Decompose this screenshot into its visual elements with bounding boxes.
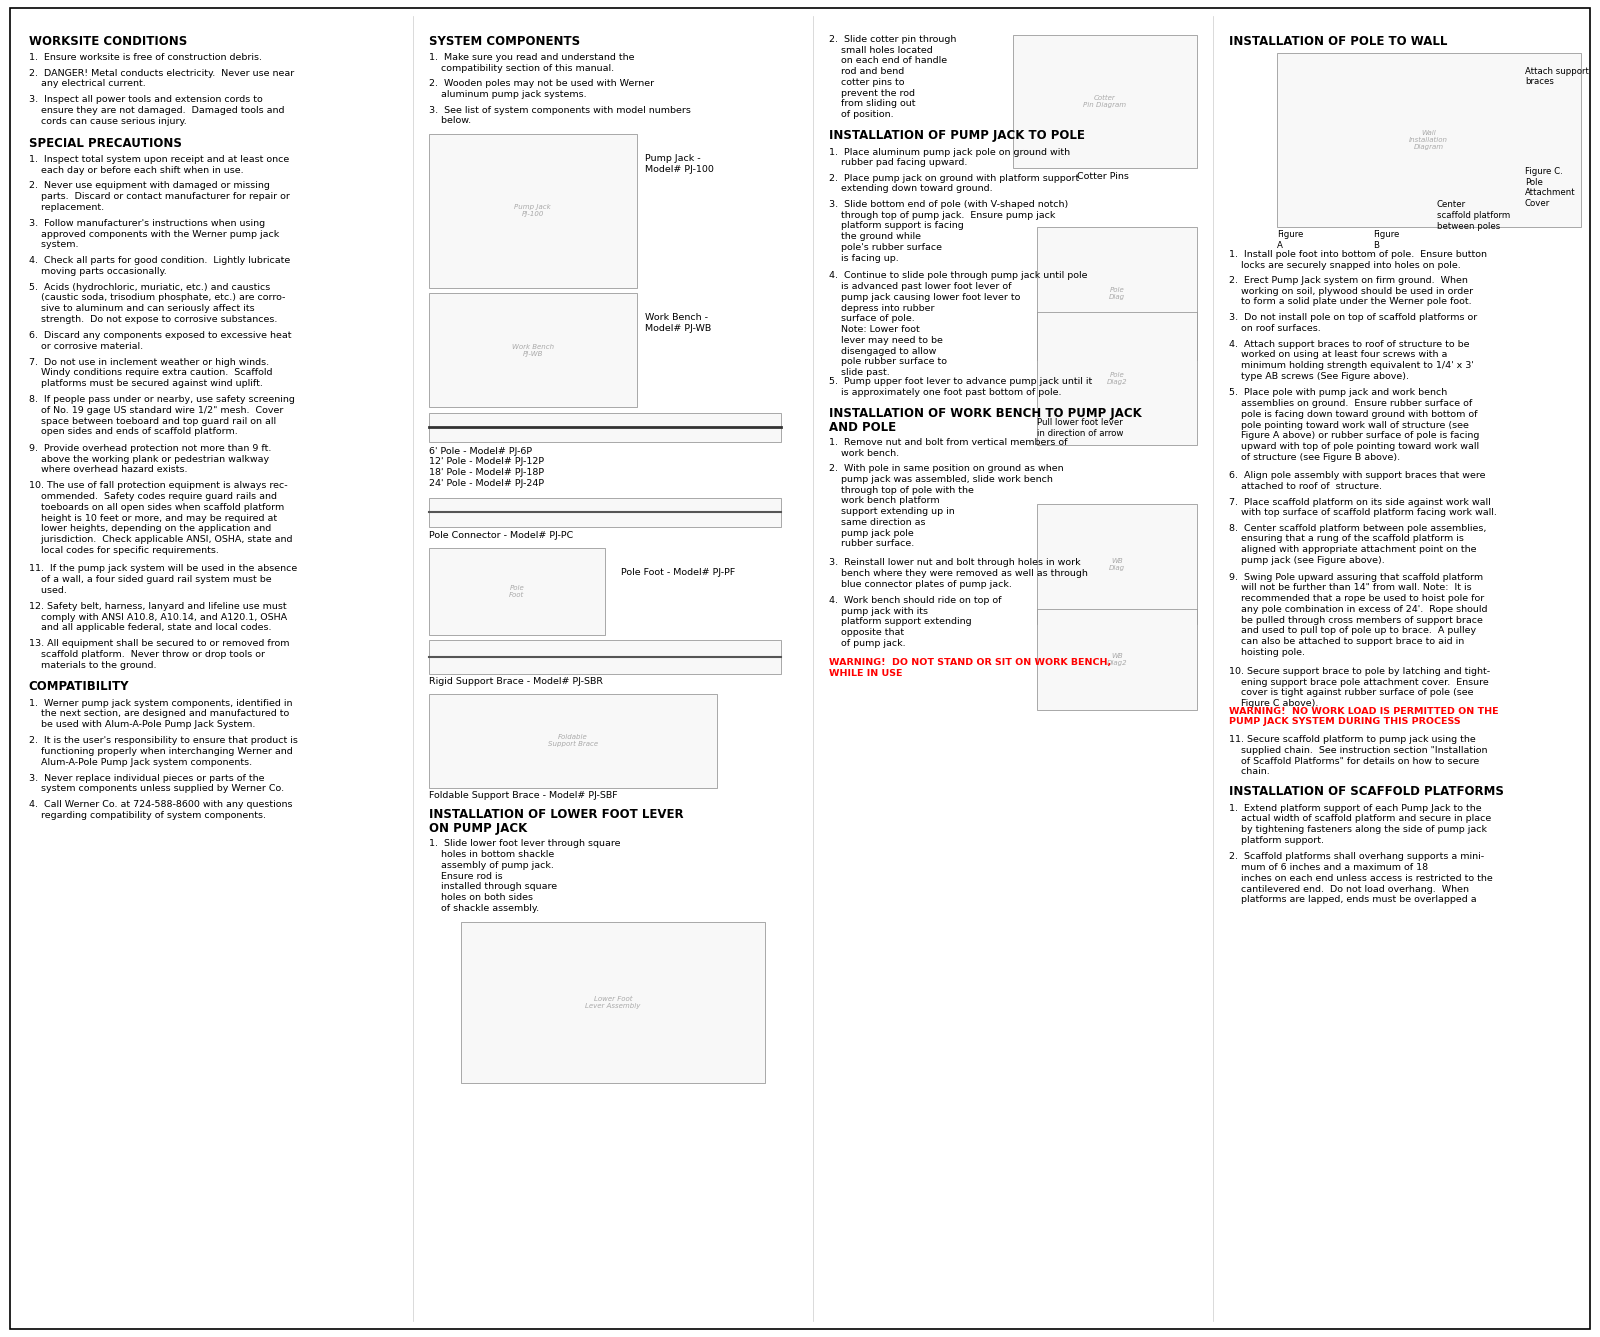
- Text: 2.  DANGER! Metal conducts electricity.  Never use near
    any electrical curre: 2. DANGER! Metal conducts electricity. N…: [29, 68, 294, 88]
- Text: INSTALLATION OF LOWER FOOT LEVER
ON PUMP JACK: INSTALLATION OF LOWER FOOT LEVER ON PUMP…: [429, 808, 683, 836]
- Text: SPECIAL PRECAUTIONS: SPECIAL PRECAUTIONS: [29, 136, 182, 150]
- Text: 5.  Place pole with pump jack and work bench
    assemblies on ground.  Ensure r: 5. Place pole with pump jack and work be…: [1229, 389, 1478, 461]
- Text: 1.  Inspect total system upon receipt and at least once
    each day or before e: 1. Inspect total system upon receipt and…: [29, 155, 290, 175]
- Text: 7.  Place scaffold platform on its side against work wall
    with top surface o: 7. Place scaffold platform on its side a…: [1229, 497, 1496, 517]
- Text: 9.  Provide overhead protection not more than 9 ft.
    above the working plank : 9. Provide overhead protection not more …: [29, 444, 270, 475]
- Text: 2.  Wooden poles may not be used with Werner
    aluminum pump jack systems.: 2. Wooden poles may not be used with Wer…: [429, 79, 654, 99]
- Text: 1.  Make sure you read and understand the
    compatibility section of this manu: 1. Make sure you read and understand the…: [429, 53, 634, 74]
- Bar: [1037, 504, 1197, 624]
- Text: 6.  Discard any components exposed to excessive heat
    or corrosive material.: 6. Discard any components exposed to exc…: [29, 332, 291, 352]
- Text: Figure C.
Pole
Attachment
Cover: Figure C. Pole Attachment Cover: [1525, 167, 1576, 209]
- Text: WARNING!  NO WORK LOAD IS PERMITTED ON THE
PUMP JACK SYSTEM DURING THIS PROCESS: WARNING! NO WORK LOAD IS PERMITTED ON TH…: [1229, 707, 1499, 726]
- Text: INSTALLATION OF POLE TO WALL: INSTALLATION OF POLE TO WALL: [1229, 35, 1446, 48]
- Bar: [429, 134, 637, 287]
- Text: Rigid Support Brace - Model# PJ-SBR: Rigid Support Brace - Model# PJ-SBR: [429, 677, 603, 686]
- Bar: [1037, 226, 1197, 360]
- Bar: [1277, 53, 1581, 227]
- Text: 2.  Slide cotter pin through
    small holes located
    on each end of handle
 : 2. Slide cotter pin through small holes …: [829, 35, 957, 119]
- Text: Pump Jack
PJ-100: Pump Jack PJ-100: [515, 205, 550, 218]
- Text: 3.  Reinstall lower nut and bolt through holes in work
    bench where they were: 3. Reinstall lower nut and bolt through …: [829, 559, 1088, 588]
- Text: Work Bench -
Model# PJ-WB: Work Bench - Model# PJ-WB: [645, 313, 710, 333]
- Text: 2.  Scaffold platforms shall overhang supports a mini-
    mum of 6 inches and a: 2. Scaffold platforms shall overhang sup…: [1229, 853, 1493, 904]
- Text: 4.  Attach support braces to roof of structure to be
    worked on using at leas: 4. Attach support braces to roof of stru…: [1229, 340, 1474, 381]
- Text: 2.  With pole in same position on ground as when
    pump jack was assembled, sl: 2. With pole in same position on ground …: [829, 464, 1064, 548]
- Text: 1.  Extend platform support of each Pump Jack to the
    actual width of scaffol: 1. Extend platform support of each Pump …: [1229, 804, 1491, 845]
- Text: 11. Secure scaffold platform to pump jack using the
    supplied chain.  See ins: 11. Secure scaffold platform to pump jac…: [1229, 735, 1488, 777]
- Text: Lower Foot
Lever Assembly: Lower Foot Lever Assembly: [586, 996, 640, 1009]
- Text: Foldable
Support Brace: Foldable Support Brace: [547, 734, 598, 747]
- Text: WB
Diag: WB Diag: [1109, 558, 1125, 571]
- Text: Pump Jack -
Model# PJ-100: Pump Jack - Model# PJ-100: [645, 154, 714, 174]
- Bar: [429, 694, 717, 787]
- Text: 1.  Werner pump jack system components, identified in
    the next section, are : 1. Werner pump jack system components, i…: [29, 699, 293, 729]
- Bar: [1037, 610, 1197, 710]
- Text: INSTALLATION OF WORK BENCH TO PUMP JACK
AND POLE: INSTALLATION OF WORK BENCH TO PUMP JACK …: [829, 406, 1141, 433]
- Text: 3.  Do not install pole on top of scaffold platforms or
    on roof surfaces.: 3. Do not install pole on top of scaffol…: [1229, 313, 1477, 333]
- Text: COMPATIBILITY: COMPATIBILITY: [29, 681, 130, 694]
- Bar: [1037, 312, 1197, 445]
- Text: 3.  Slide bottom end of pole (with V-shaped notch)
    through top of pump jack.: 3. Slide bottom end of pole (with V-shap…: [829, 199, 1069, 262]
- Text: 8.  Center scaffold platform between pole assemblies,
    ensuring that a rung o: 8. Center scaffold platform between pole…: [1229, 524, 1486, 566]
- Text: 1.  Remove nut and bolt from vertical members of
    work bench.: 1. Remove nut and bolt from vertical mem…: [829, 439, 1067, 457]
- Text: Pull lower foot lever
in direction of arrow: Pull lower foot lever in direction of ar…: [1037, 418, 1123, 439]
- Text: 3.  Never replace individual pieces or parts of the
    system components unless: 3. Never replace individual pieces or pa…: [29, 774, 283, 793]
- Bar: [429, 497, 781, 527]
- Text: 10. The use of fall protection equipment is always rec-
    ommended.  Safety co: 10. The use of fall protection equipment…: [29, 481, 293, 555]
- Text: 2.  Never use equipment with damaged or missing
    parts.  Discard or contact m: 2. Never use equipment with damaged or m…: [29, 182, 290, 211]
- Text: Pole
Foot: Pole Foot: [509, 584, 525, 598]
- Text: INSTALLATION OF PUMP JACK TO POLE: INSTALLATION OF PUMP JACK TO POLE: [829, 130, 1085, 142]
- Text: 4.  Call Werner Co. at 724-588-8600 with any questions
    regarding compatibili: 4. Call Werner Co. at 724-588-8600 with …: [29, 800, 293, 820]
- Text: 6' Pole - Model# PJ-6P
12' Pole - Model# PJ-12P
18' Pole - Model# PJ-18P
24' Pol: 6' Pole - Model# PJ-6P 12' Pole - Model#…: [429, 447, 544, 488]
- Text: Foldable Support Brace - Model# PJ-SBF: Foldable Support Brace - Model# PJ-SBF: [429, 792, 618, 800]
- Text: 5.  Pump upper foot lever to advance pump jack until it
    is approximately one: 5. Pump upper foot lever to advance pump…: [829, 377, 1093, 397]
- Text: 4.  Work bench should ride on top of
    pump jack with its
    platform support: 4. Work bench should ride on top of pump…: [829, 596, 1002, 648]
- Bar: [429, 640, 781, 674]
- Text: 7.  Do not use in inclement weather or high winds.
    Windy conditions require : 7. Do not use in inclement weather or hi…: [29, 357, 272, 388]
- Text: 3.  Follow manufacturer's instructions when using
    approved components with t: 3. Follow manufacturer's instructions wh…: [29, 219, 278, 250]
- Text: SYSTEM COMPONENTS: SYSTEM COMPONENTS: [429, 35, 579, 48]
- Text: Work Bench
PJ-WB: Work Bench PJ-WB: [512, 344, 554, 357]
- Text: 4.  Check all parts for good condition.  Lightly lubricate
    moving parts occa: 4. Check all parts for good condition. L…: [29, 257, 290, 277]
- Text: WARNING!  DO NOT STAND OR SIT ON WORK BENCH,
WHILE IN USE: WARNING! DO NOT STAND OR SIT ON WORK BEN…: [829, 658, 1110, 678]
- Text: 2.  Erect Pump Jack system on firm ground.  When
    working on soil, plywood sh: 2. Erect Pump Jack system on firm ground…: [1229, 275, 1474, 306]
- Text: 6.  Align pole assembly with support braces that were
    attached to roof of  s: 6. Align pole assembly with support brac…: [1229, 472, 1485, 491]
- Text: Pole
Diag2: Pole Diag2: [1107, 372, 1126, 385]
- Text: 1.  Slide lower foot lever through square
    holes in bottom shackle
    assemb: 1. Slide lower foot lever through square…: [429, 840, 621, 913]
- Text: Attach support
braces: Attach support braces: [1525, 67, 1589, 87]
- Text: 5.  Acids (hydrochloric, muriatic, etc.) and caustics
    (caustic soda, trisodi: 5. Acids (hydrochloric, muriatic, etc.) …: [29, 282, 285, 324]
- Text: 3.  See list of system components with model numbers
    below.: 3. See list of system components with mo…: [429, 106, 691, 126]
- Text: 4.  Continue to slide pole through pump jack until pole
    is advanced past low: 4. Continue to slide pole through pump j…: [829, 271, 1088, 377]
- Text: Figure
A: Figure A: [1277, 230, 1302, 250]
- Text: 3.  Inspect all power tools and extension cords to
    ensure they are not damag: 3. Inspect all power tools and extension…: [29, 95, 285, 126]
- Text: Wall
Installation
Diagram: Wall Installation Diagram: [1410, 130, 1448, 150]
- Bar: [429, 413, 781, 443]
- Text: Pole
Diag: Pole Diag: [1109, 287, 1125, 299]
- Text: 1.  Ensure worksite is free of construction debris.: 1. Ensure worksite is free of constructi…: [29, 53, 262, 63]
- Text: 11.  If the pump jack system will be used in the absence
    of a wall, a four s: 11. If the pump jack system will be used…: [29, 564, 298, 595]
- Text: Cotter Pins: Cotter Pins: [1077, 172, 1128, 180]
- Text: Pole Foot - Model# PJ-PF: Pole Foot - Model# PJ-PF: [621, 568, 734, 576]
- Bar: [429, 548, 605, 635]
- Text: Center
scaffold platform
between poles: Center scaffold platform between poles: [1437, 201, 1510, 231]
- Text: 1.  Install pole foot into bottom of pole.  Ensure button
    locks are securely: 1. Install pole foot into bottom of pole…: [1229, 250, 1486, 270]
- Text: 2.  Place pump jack on ground with platform support
    extending down toward gr: 2. Place pump jack on ground with platfo…: [829, 174, 1078, 194]
- Text: Figure
B: Figure B: [1373, 230, 1398, 250]
- Bar: [461, 923, 765, 1083]
- Text: WB
Diag2: WB Diag2: [1107, 652, 1126, 666]
- Text: Cotter
Pin Diagram: Cotter Pin Diagram: [1083, 95, 1126, 108]
- Text: 1.  Place aluminum pump jack pole on ground with
    rubber pad facing upward.: 1. Place aluminum pump jack pole on grou…: [829, 147, 1070, 167]
- Text: INSTALLATION OF SCAFFOLD PLATFORMS: INSTALLATION OF SCAFFOLD PLATFORMS: [1229, 785, 1504, 798]
- Text: 13. All equipment shall be secured to or removed from
    scaffold platform.  Ne: 13. All equipment shall be secured to or…: [29, 639, 290, 670]
- Text: 2.  It is the user's responsibility to ensure that product is
    functioning pr: 2. It is the user's responsibility to en…: [29, 737, 298, 766]
- Text: 9.  Swing Pole upward assuring that scaffold platform
    will not be further th: 9. Swing Pole upward assuring that scaff…: [1229, 572, 1488, 656]
- Bar: [1013, 35, 1197, 168]
- Text: Pole Connector - Model# PJ-PC: Pole Connector - Model# PJ-PC: [429, 531, 573, 540]
- Text: 10. Secure support brace to pole by latching and tight-
    ening support brace : 10. Secure support brace to pole by latc…: [1229, 667, 1490, 709]
- Bar: [429, 293, 637, 406]
- Text: 8.  If people pass under or nearby, use safety screening
    of No. 19 gage US s: 8. If people pass under or nearby, use s…: [29, 394, 294, 436]
- Text: 12. Safety belt, harness, lanyard and lifeline use must
    comply with ANSI A10: 12. Safety belt, harness, lanyard and li…: [29, 602, 286, 632]
- Text: WORKSITE CONDITIONS: WORKSITE CONDITIONS: [29, 35, 187, 48]
